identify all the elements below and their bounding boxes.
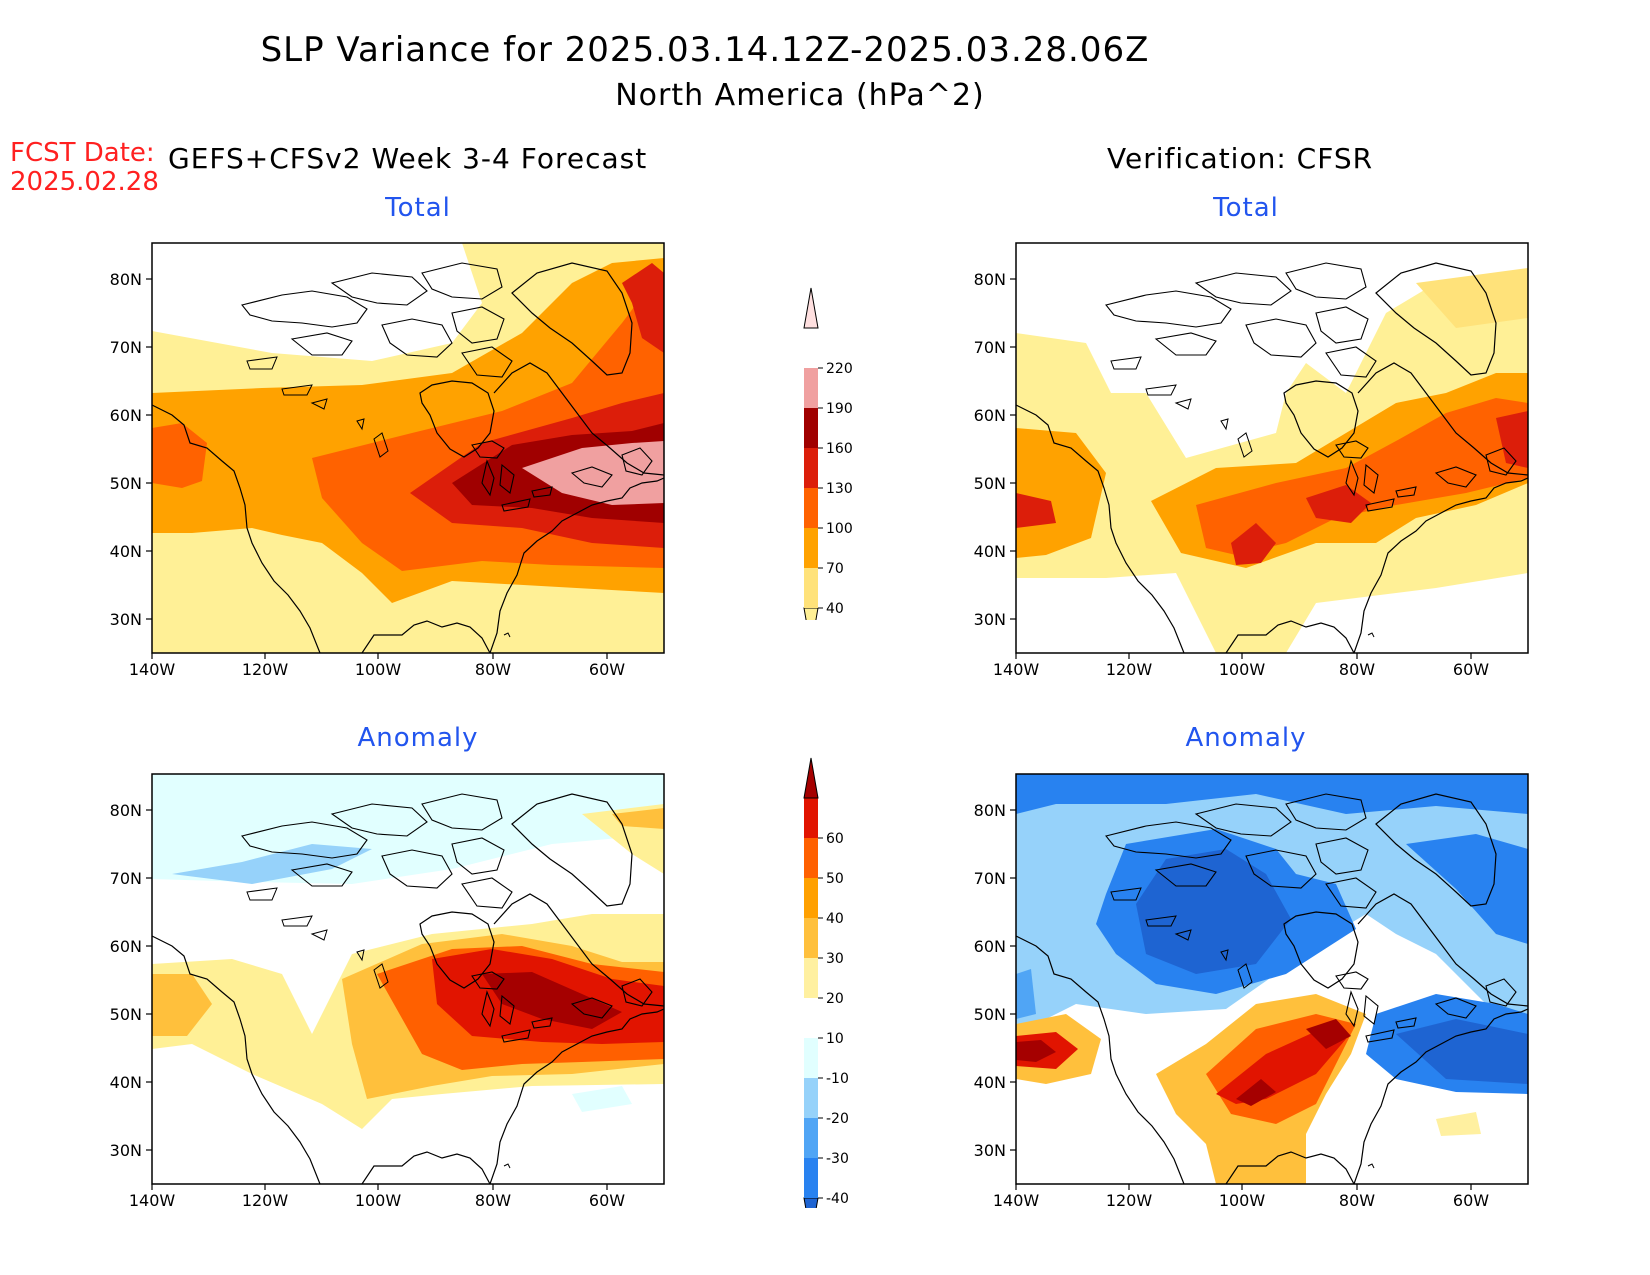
lon-tick-label: 100W <box>355 1191 402 1210</box>
colorbar-swatch <box>804 488 818 528</box>
colorbar-label: 40 <box>826 601 844 617</box>
map-verification-total: 80N 70N 60N 50N 40N 30N 140W 120W 100W 80W 60W <box>974 242 1529 679</box>
colorbar-label: 40 <box>826 911 844 927</box>
colorbar-swatch <box>804 918 818 958</box>
lon-tick-label: 80W <box>475 660 511 679</box>
lon-tick-label: 80W <box>1339 660 1375 679</box>
panel-title-verification-anomaly: Anomaly <box>1185 723 1307 753</box>
lat-tick-label: 50N <box>110 474 142 493</box>
colorbar-anomaly: -40 -30 -20 -10 10 20 30 40 50 60 <box>803 757 849 1208</box>
lat-tick-label: 70N <box>110 869 142 888</box>
colorbar-swatch <box>804 448 818 488</box>
colorbar-label: 100 <box>826 521 853 537</box>
colorbar-min-arrow <box>803 607 819 620</box>
map-verification-anomaly: 80N 70N 60N 50N 40N 30N 140W 120W 100W 80W 60W <box>974 773 1529 1210</box>
lat-tick-label: 70N <box>974 869 1006 888</box>
panel-title-forecast-anomaly: Anomaly <box>357 723 479 753</box>
colorbar-total: 40 70 100 130 160 190 220 <box>803 287 853 620</box>
colorbar-max-arrow <box>803 287 819 329</box>
chart-title: SLP Variance for 2025.03.14.12Z-2025.03.… <box>260 30 1150 70</box>
colorbar-swatch <box>804 798 818 838</box>
lat-tick-label: 40N <box>110 542 142 561</box>
lat-tick-label: 60N <box>974 937 1006 956</box>
verification-heading: Verification: CFSR <box>1107 142 1374 175</box>
lon-tick-label: 100W <box>1219 1191 1266 1210</box>
lon-tick-label: 140W <box>129 1191 176 1210</box>
lon-tick-label: 120W <box>242 1191 289 1210</box>
colorbar-label: 30 <box>826 951 844 967</box>
colorbar-swatch <box>804 958 818 998</box>
lon-tick-label: 100W <box>1219 660 1266 679</box>
lat-tick-label: 30N <box>110 1141 142 1160</box>
lat-tick-label: 70N <box>110 338 142 357</box>
lat-tick-label: 30N <box>110 610 142 629</box>
lon-tick-label: 140W <box>993 660 1040 679</box>
colorbar-swatch <box>804 1118 818 1158</box>
lat-tick-label: 80N <box>974 270 1006 289</box>
colorbar-swatch <box>804 838 818 878</box>
lon-tick-label: 80W <box>1339 1191 1375 1210</box>
colorbar-label: 70 <box>826 561 844 577</box>
lon-tick-label: 80W <box>475 1191 511 1210</box>
lon-tick-label: 140W <box>129 660 176 679</box>
colorbar-swatch <box>804 1158 818 1198</box>
lat-tick-label: 50N <box>974 474 1006 493</box>
lat-tick-label: 60N <box>110 937 142 956</box>
lon-tick-label: 140W <box>993 1191 1040 1210</box>
lon-tick-label: 100W <box>355 660 402 679</box>
lat-tick-label: 30N <box>974 610 1006 629</box>
lon-tick-label: 60W <box>589 1191 625 1210</box>
colorbar-label: -10 <box>826 1071 849 1087</box>
colorbar-label: 190 <box>826 401 853 417</box>
lat-tick-label: 40N <box>110 1073 142 1092</box>
lat-tick-label: 50N <box>110 1005 142 1024</box>
colorbar-label: 160 <box>826 441 853 457</box>
colorbar-label: -20 <box>826 1111 849 1127</box>
map-forecast-total: 80N 70N 60N 50N 40N 30N 140W 120W 100W 80W 60W <box>110 242 665 679</box>
colorbar-max-arrow <box>803 757 819 799</box>
colorbar-label: 50 <box>826 871 844 887</box>
lat-tick-label: 50N <box>974 1005 1006 1024</box>
colorbar-swatch <box>804 568 818 608</box>
lat-tick-label: 80N <box>110 270 142 289</box>
colorbar-swatch <box>804 1038 818 1078</box>
map-forecast-anomaly: 80N 70N 60N 50N 40N 30N 140W 120W 100W 80W 60W <box>110 773 665 1210</box>
lat-tick-label: 70N <box>974 338 1006 357</box>
fcst-date-label: FCST Date: <box>10 138 155 168</box>
lon-tick-label: 120W <box>1106 1191 1153 1210</box>
lat-tick-label: 60N <box>974 406 1006 425</box>
colorbar-label: -30 <box>826 1151 849 1167</box>
colorbar-swatch <box>804 878 818 918</box>
lat-tick-label: 40N <box>974 542 1006 561</box>
colorbar-label: 220 <box>826 361 853 377</box>
lat-tick-label: 60N <box>110 406 142 425</box>
colorbar-swatch <box>804 408 818 448</box>
colorbar-label: 60 <box>826 831 844 847</box>
lon-tick-label: 60W <box>1453 660 1489 679</box>
colorbar-swatch <box>804 1078 818 1118</box>
colorbar-label: 20 <box>826 991 844 1007</box>
fcst-date-value: 2025.02.28 <box>10 167 159 197</box>
lat-tick-label: 30N <box>974 1141 1006 1160</box>
colorbar-swatch <box>804 998 818 1038</box>
panel-title-verification-total: Total <box>1213 193 1279 223</box>
colorbar-min-arrow <box>803 1197 819 1208</box>
colorbar-swatch <box>804 368 818 408</box>
forecast-heading: GEFS+CFSv2 Week 3-4 Forecast <box>168 142 648 175</box>
lon-tick-label: 120W <box>242 660 289 679</box>
panel-title-forecast-total: Total <box>385 193 451 223</box>
chart-subtitle: North America (hPa^2) <box>615 78 985 113</box>
lon-tick-label: 120W <box>1106 660 1153 679</box>
colorbar-label: -40 <box>826 1191 849 1207</box>
lat-tick-label: 80N <box>110 801 142 820</box>
lon-tick-label: 60W <box>589 660 625 679</box>
colorbar-label: 130 <box>826 481 853 497</box>
colorbar-label: 10 <box>826 1031 844 1047</box>
lat-tick-label: 80N <box>974 801 1006 820</box>
lon-tick-label: 60W <box>1453 1191 1489 1210</box>
lat-tick-label: 40N <box>974 1073 1006 1092</box>
colorbar-swatch <box>804 528 818 568</box>
